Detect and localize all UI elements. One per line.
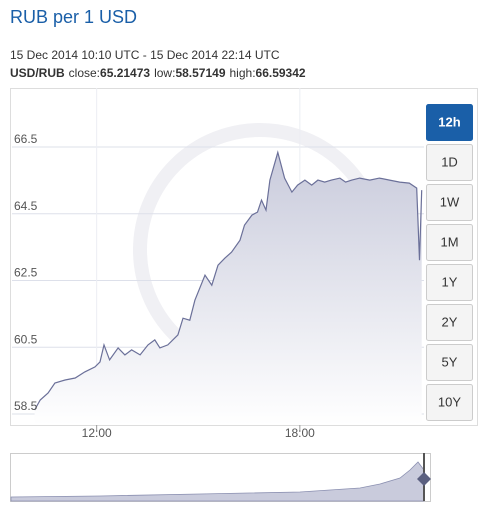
stats-pair: USD/RUB — [10, 66, 65, 80]
range-button[interactable] — [426, 224, 473, 261]
range-button[interactable] — [426, 104, 473, 141]
stat-label: close: — [69, 66, 100, 80]
range-button-label[interactable]: 5Y — [442, 354, 458, 369]
range-button-label[interactable]: 1Y — [442, 274, 458, 289]
range-button-label[interactable]: 1M — [440, 234, 458, 249]
x-tick-label: 18:00 — [285, 426, 315, 440]
x-tick-label: 12:00 — [82, 426, 112, 440]
stats: USD/RUB close:65.21473 low:58.57149 high:66… — [10, 66, 306, 80]
y-tick-label: 64.5 — [14, 199, 38, 213]
range-button-label[interactable]: 12h — [438, 114, 460, 129]
navigator-handle[interactable] — [417, 472, 431, 486]
area-fill — [34, 152, 422, 425]
range-button-label[interactable]: 2Y — [442, 314, 458, 329]
y-tick-label: 58.5 — [14, 399, 38, 413]
range-button-label[interactable]: 1D — [441, 154, 458, 169]
range-button[interactable] — [426, 264, 473, 301]
y-tick-label: 62.5 — [14, 266, 38, 280]
range-button[interactable] — [426, 184, 473, 221]
y-tick-label: 60.5 — [14, 332, 38, 346]
stat-label: high: — [230, 66, 256, 80]
range-button[interactable] — [426, 384, 473, 421]
stat-value: 66.59342 — [256, 66, 306, 80]
range-button[interactable] — [426, 144, 473, 181]
range-button[interactable] — [426, 304, 473, 341]
stat-label: low: — [154, 66, 175, 80]
range-button-label[interactable]: 10Y — [438, 394, 461, 409]
y-tick-label: 66.5 — [14, 132, 38, 146]
subtitle: 15 Dec 2014 10:10 UTC - 15 Dec 2014 22:1… — [10, 48, 280, 62]
stat-value: 58.57149 — [175, 66, 225, 80]
area-line — [34, 150, 423, 411]
range-button[interactable] — [426, 344, 473, 381]
chart-title: RUB per 1 USD — [10, 7, 137, 27]
range-button-label[interactable]: 1W — [440, 194, 460, 209]
stat-value: 65.21473 — [100, 66, 150, 80]
